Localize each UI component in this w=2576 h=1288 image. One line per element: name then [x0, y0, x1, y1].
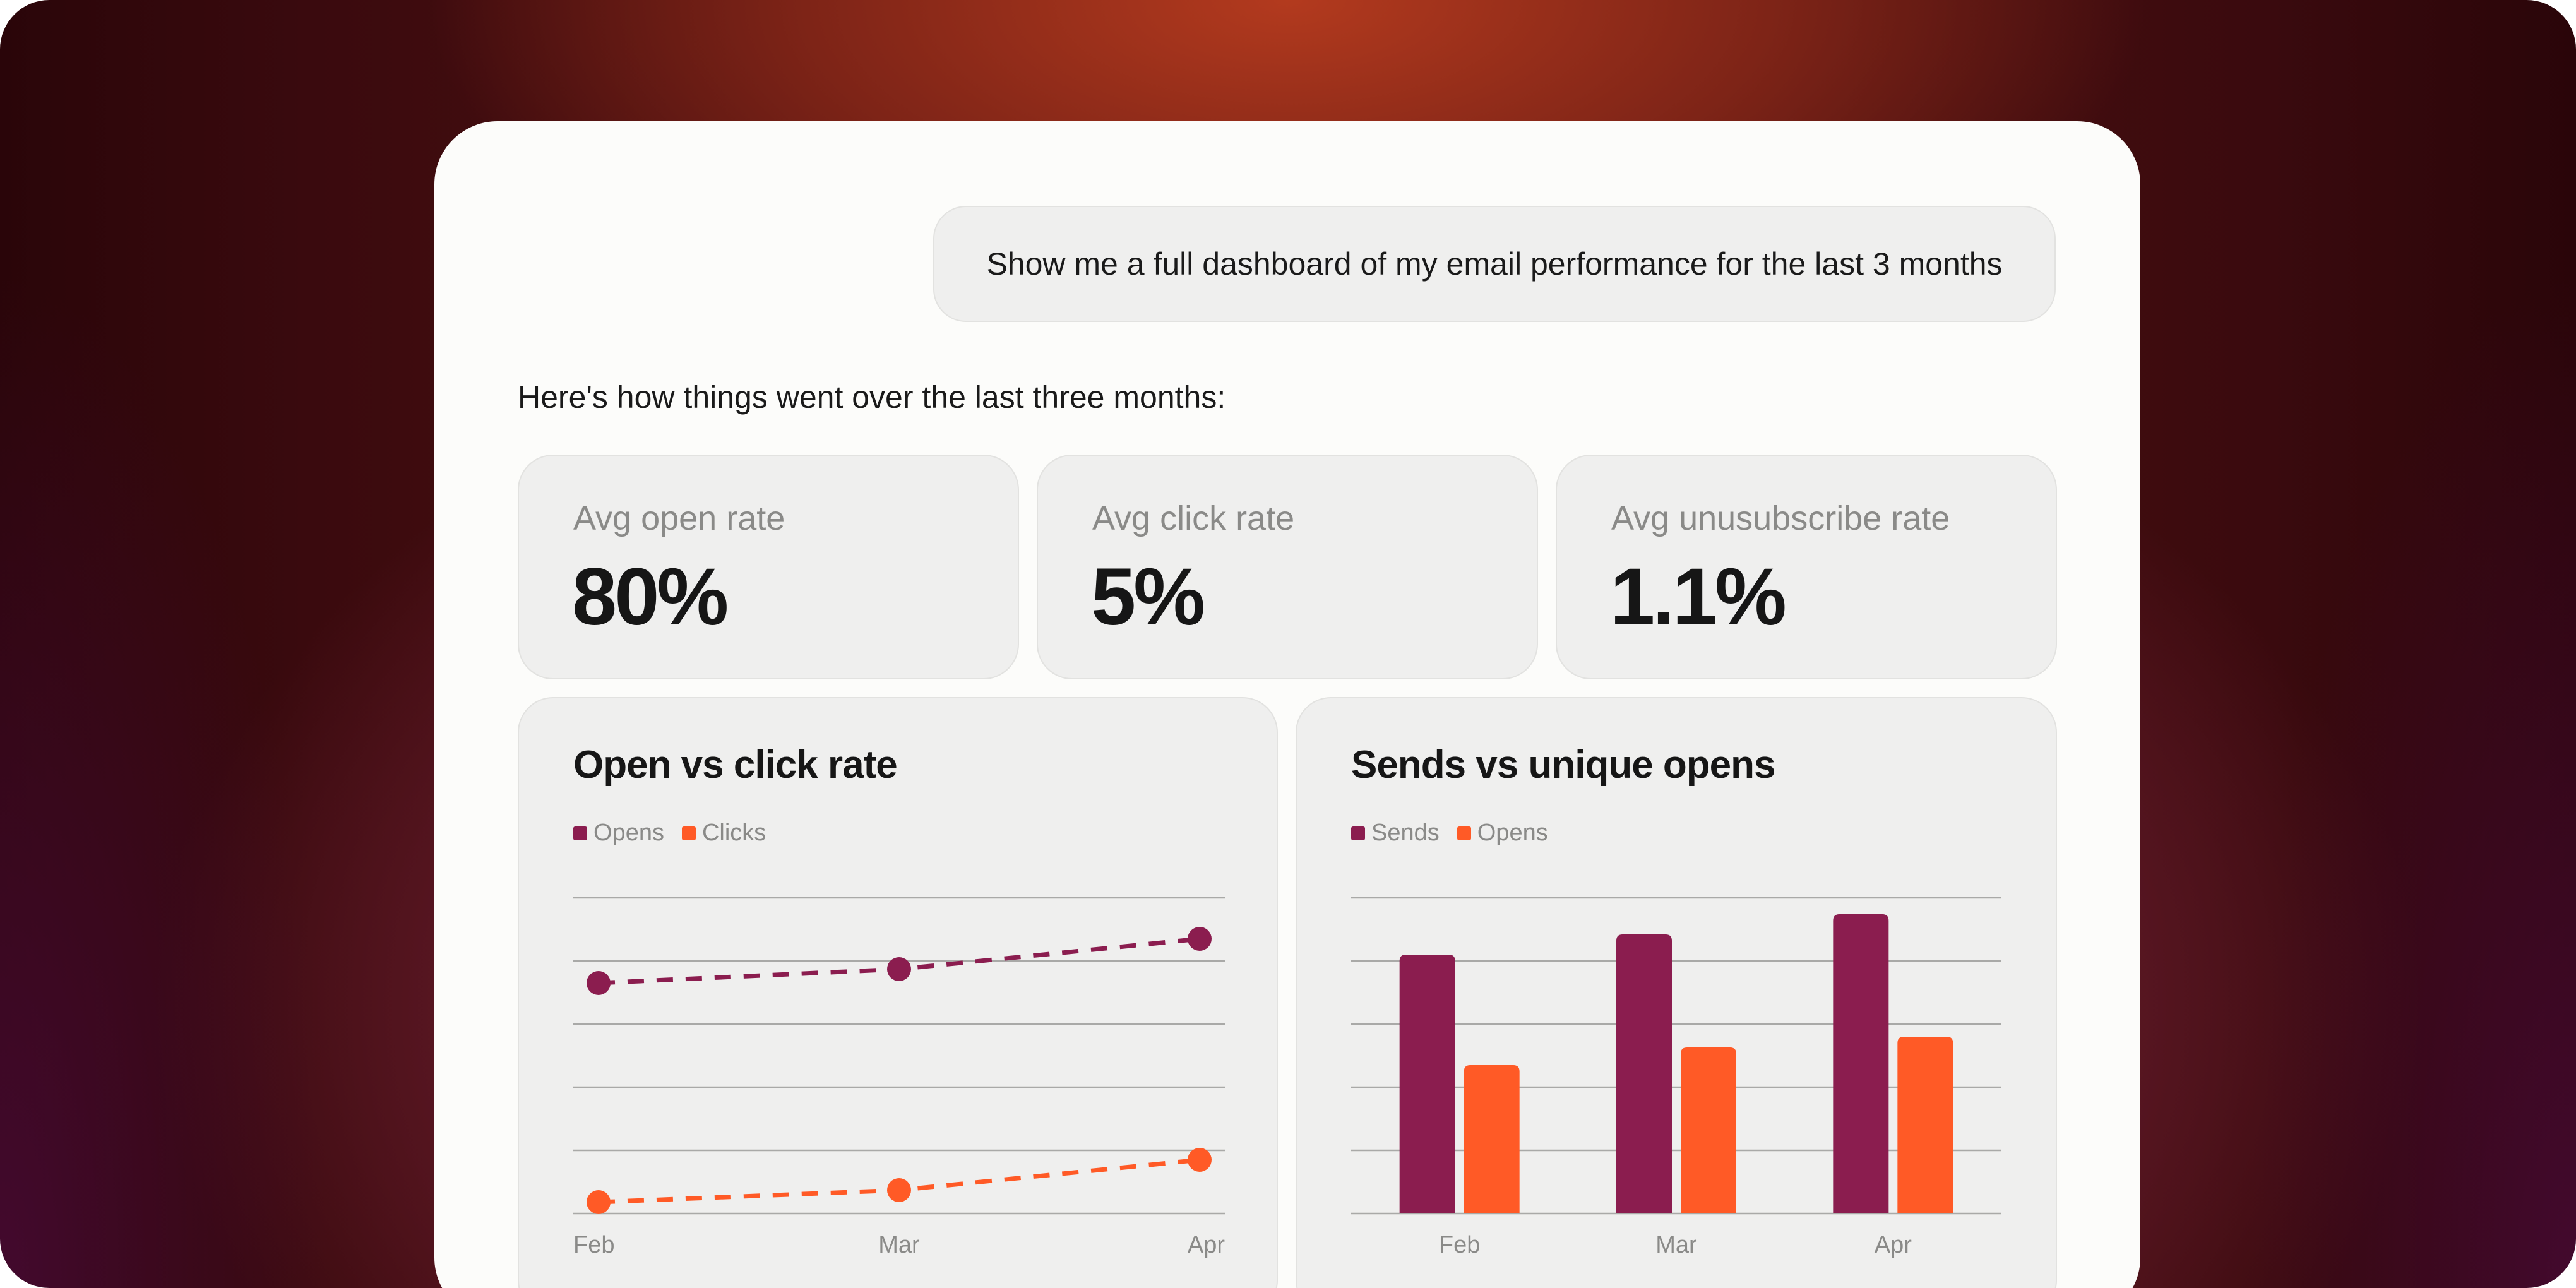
data-point [1188, 927, 1212, 951]
x-tick-label: Feb [573, 1232, 614, 1258]
bar-opens [1681, 1047, 1736, 1213]
data-point [587, 971, 611, 995]
chart-legend: Sends Opens [1351, 820, 1566, 847]
x-tick-label: Apr [1188, 1232, 1225, 1258]
user-prompt-bubble: Show me a full dashboard of my email per… [933, 206, 2056, 322]
data-point [587, 1190, 611, 1214]
metric-value: 80% [572, 552, 729, 642]
legend-label: Opens [1477, 820, 1548, 846]
legend-item-opens: Opens [1457, 820, 1548, 847]
metric-card-unsubscribe-rate: Avg unusubscribe rate 1.1% [1556, 455, 2057, 679]
metric-value: 1.1% [1610, 552, 1787, 642]
legend-swatch [573, 826, 587, 840]
legend-item-clicks: Clicks [681, 820, 766, 847]
chart-card-sends-vs-opens: Sends vs unique opens Sends Opens Feb Mar… [1296, 697, 2057, 1288]
bar-sends [1833, 914, 1889, 1213]
metric-label: Avg unusubscribe rate [1611, 499, 1950, 537]
x-tick-label: Mar [1655, 1232, 1697, 1258]
metric-label: Avg click rate [1092, 499, 1295, 537]
x-tick-label: Apr [1875, 1232, 1912, 1258]
chart-title: Open vs click rate [573, 743, 898, 787]
legend-swatch [681, 826, 696, 840]
user-prompt-text: Show me a full dashboard of my email per… [986, 246, 2003, 282]
metric-card-open-rate: Avg open rate 80% [518, 455, 1019, 679]
legend-label: Clicks [701, 820, 766, 846]
chart-card-open-vs-click: Open vs click rate Opens Clicks Feb Mar Ap… [518, 697, 1278, 1288]
x-tick-label: Feb [1439, 1232, 1480, 1258]
bar-chart-svg: Feb Mar Apr [1351, 897, 2001, 1258]
legend-swatch [1351, 826, 1365, 840]
legend-swatch [1457, 826, 1471, 840]
chart-legend: Opens Clicks [573, 820, 784, 847]
data-point [887, 957, 911, 981]
x-tick-label: Mar [878, 1232, 920, 1258]
bar-opens [1464, 1065, 1520, 1213]
legend-label: Opens [593, 820, 664, 846]
metric-value: 5% [1091, 552, 1205, 642]
legend-item-opens: Opens [573, 820, 664, 847]
line-chart-svg: Feb Mar Apr [573, 897, 1225, 1258]
metric-card-click-rate: Avg click rate 5% [1037, 455, 1538, 679]
bar-opens [1897, 1037, 1953, 1213]
metric-label: Avg open rate [573, 499, 785, 537]
bar-sends [1399, 955, 1455, 1213]
chart-title: Sends vs unique opens [1351, 743, 1775, 787]
assistant-intro-text: Here's how things went over the last thr… [518, 379, 1226, 415]
data-point [1188, 1148, 1212, 1172]
data-point [887, 1178, 911, 1202]
bar-sends [1616, 934, 1672, 1213]
legend-label: Sends [1371, 820, 1440, 846]
legend-item-sends: Sends [1351, 820, 1440, 847]
